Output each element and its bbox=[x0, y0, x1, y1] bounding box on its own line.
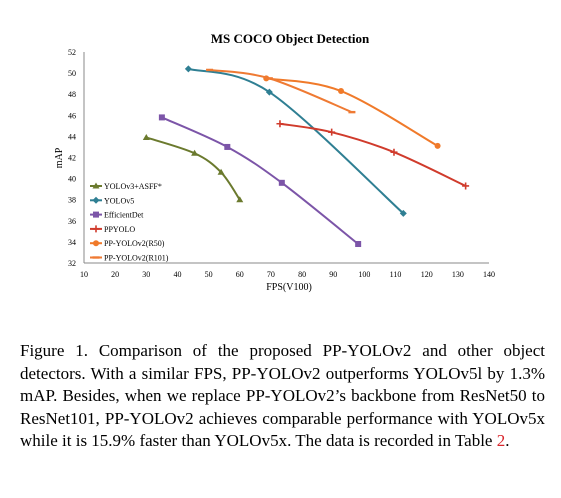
x-tick-label: 10 bbox=[80, 270, 88, 279]
x-tick-label: 20 bbox=[111, 270, 119, 279]
x-tick-label: 80 bbox=[298, 270, 306, 279]
series-yolov5 bbox=[184, 65, 407, 217]
x-tick-label: 40 bbox=[173, 270, 181, 279]
series-line bbox=[145, 136, 241, 201]
data-point bbox=[265, 88, 273, 96]
data-point bbox=[276, 120, 284, 128]
chart: MS COCO Object Detection 32 34 36 38 40 42 44 4… bbox=[54, 31, 495, 293]
data-point bbox=[217, 168, 225, 175]
legend-label: PP-YOLOv2(R50) bbox=[104, 239, 165, 248]
x-tick-label: 140 bbox=[483, 270, 495, 279]
data-point bbox=[93, 240, 99, 247]
data-point bbox=[236, 196, 244, 203]
data-point bbox=[399, 209, 407, 217]
y-tick-label: 42 bbox=[68, 154, 76, 163]
x-axis-label: FPS(V100) bbox=[266, 282, 312, 293]
data-point bbox=[92, 225, 100, 233]
data-point bbox=[265, 77, 273, 80]
y-tick-label: 36 bbox=[68, 217, 76, 226]
data-point bbox=[278, 179, 285, 186]
series-line bbox=[161, 116, 359, 245]
y-tick-label: 52 bbox=[68, 48, 76, 57]
legend-label: EfficientDet bbox=[104, 211, 144, 220]
y-tick-labels: 32 34 36 38 40 42 44 46 48 50 52 bbox=[68, 48, 76, 268]
x-tick-label: 50 bbox=[205, 270, 213, 279]
legend: YOLOv3+ASFF* YOLOv5 EfficientDet PPYOLO PP-Y… bbox=[90, 182, 169, 263]
x-tick-label: 30 bbox=[142, 270, 150, 279]
data-point bbox=[434, 142, 441, 149]
x-tick-label: 90 bbox=[329, 270, 337, 279]
legend-item: PP-YOLOv2(R50) bbox=[90, 239, 165, 248]
data-point bbox=[462, 182, 470, 190]
x-tick-label: 100 bbox=[358, 270, 370, 279]
legend-item: EfficientDet bbox=[90, 211, 144, 220]
caption-text: Figure 1. Comparison of the proposed PP-… bbox=[20, 341, 545, 450]
chart-title: MS COCO Object Detection bbox=[211, 31, 370, 46]
data-point bbox=[158, 114, 165, 121]
data-point bbox=[184, 65, 192, 73]
figure-caption: Figure 1. Comparison of the proposed PP-… bbox=[20, 340, 545, 453]
caption-end: . bbox=[505, 431, 510, 450]
series-yolov3-asff- bbox=[142, 133, 244, 203]
data-point bbox=[224, 143, 231, 150]
x-tick-label: 130 bbox=[452, 270, 464, 279]
legend-item: PPYOLO bbox=[90, 225, 135, 234]
y-tick-label: 44 bbox=[68, 132, 76, 141]
series-pp-yolov2-r101- bbox=[206, 68, 356, 114]
data-point bbox=[92, 196, 100, 204]
data-point bbox=[191, 149, 199, 156]
data-point bbox=[348, 110, 356, 114]
data-point bbox=[92, 256, 100, 259]
x-tick-labels: 10 20 30 40 50 60 70 80 90 100 110 120 130 140 bbox=[80, 270, 495, 279]
series-layer bbox=[142, 65, 470, 248]
y-tick-label: 50 bbox=[68, 69, 76, 78]
x-tick-label: 120 bbox=[421, 270, 433, 279]
legend-item: YOLOv5 bbox=[90, 196, 134, 205]
series-line bbox=[188, 67, 404, 215]
data-point bbox=[93, 211, 99, 218]
series-ppyolo bbox=[276, 120, 470, 190]
data-point bbox=[328, 128, 336, 136]
legend-item: YOLOv3+ASFF* bbox=[90, 182, 162, 191]
series-line bbox=[209, 68, 353, 114]
legend-label: PPYOLO bbox=[104, 225, 135, 234]
legend-label: YOLOv3+ASFF* bbox=[104, 182, 162, 191]
legend-item: PP-YOLOv2(R101) bbox=[90, 254, 169, 263]
y-tick-label: 34 bbox=[68, 238, 76, 247]
y-tick-label: 48 bbox=[68, 90, 76, 99]
y-axis-label: mAP bbox=[54, 147, 65, 168]
table-reference-link[interactable]: 2 bbox=[496, 431, 506, 450]
data-point bbox=[142, 133, 150, 140]
data-point bbox=[355, 241, 362, 248]
y-tick-label: 38 bbox=[68, 196, 76, 205]
legend-label: YOLOv5 bbox=[104, 196, 134, 205]
series-efficientdet bbox=[158, 114, 362, 248]
legend-label: PP-YOLOv2(R101) bbox=[104, 254, 169, 263]
y-tick-label: 40 bbox=[68, 175, 76, 184]
data-point bbox=[390, 148, 398, 156]
x-tick-label: 60 bbox=[236, 270, 244, 279]
data-point bbox=[338, 88, 345, 95]
data-point bbox=[92, 182, 100, 189]
y-tick-label: 32 bbox=[68, 259, 76, 268]
x-tick-label: 70 bbox=[267, 270, 275, 279]
series-line bbox=[279, 122, 467, 187]
y-tick-label: 46 bbox=[68, 111, 76, 120]
data-point bbox=[206, 68, 214, 72]
x-tick-label: 110 bbox=[390, 270, 402, 279]
